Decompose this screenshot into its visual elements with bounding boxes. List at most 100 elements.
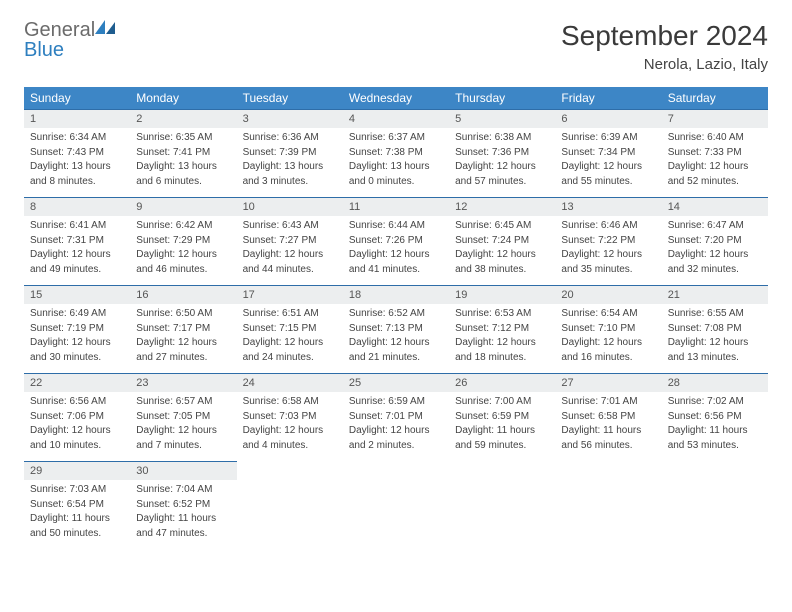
day-dl2: and 53 minutes. — [668, 439, 762, 453]
day-content-row: Sunrise: 7:03 AMSunset: 6:54 PMDaylight:… — [24, 480, 768, 549]
day-ss: Sunset: 7:20 PM — [668, 234, 762, 248]
day-number-cell: 22 — [24, 374, 130, 393]
day-number-cell: 4 — [343, 110, 449, 129]
day-dl2: and 24 minutes. — [243, 351, 337, 365]
day-number-cell: 14 — [662, 198, 768, 217]
day-number-row: 891011121314 — [24, 198, 768, 217]
day-ss: Sunset: 7:01 PM — [349, 410, 443, 424]
day-content-cell: Sunrise: 6:57 AMSunset: 7:05 PMDaylight:… — [130, 392, 236, 462]
day-content-cell: Sunrise: 7:02 AMSunset: 6:56 PMDaylight:… — [662, 392, 768, 462]
day-ss: Sunset: 7:31 PM — [30, 234, 124, 248]
day-dl1: Daylight: 11 hours — [668, 424, 762, 438]
day-number-cell: 24 — [237, 374, 343, 393]
day-dl2: and 10 minutes. — [30, 439, 124, 453]
day-sr: Sunrise: 6:37 AM — [349, 131, 443, 145]
day-ss: Sunset: 7:38 PM — [349, 146, 443, 160]
weekday-header: Sunday — [24, 87, 130, 110]
day-ss: Sunset: 6:59 PM — [455, 410, 549, 424]
day-dl1: Daylight: 13 hours — [136, 160, 230, 174]
day-dl1: Daylight: 12 hours — [668, 160, 762, 174]
day-content-cell: Sunrise: 6:58 AMSunset: 7:03 PMDaylight:… — [237, 392, 343, 462]
day-ss: Sunset: 7:34 PM — [561, 146, 655, 160]
day-dl1: Daylight: 13 hours — [349, 160, 443, 174]
weekday-header: Wednesday — [343, 87, 449, 110]
day-dl1: Daylight: 12 hours — [668, 248, 762, 262]
day-number-cell: 18 — [343, 286, 449, 305]
day-sr: Sunrise: 6:42 AM — [136, 219, 230, 233]
day-dl2: and 27 minutes. — [136, 351, 230, 365]
day-dl1: Daylight: 12 hours — [455, 336, 549, 350]
day-ss: Sunset: 7:26 PM — [349, 234, 443, 248]
day-sr: Sunrise: 6:35 AM — [136, 131, 230, 145]
day-content-cell: Sunrise: 6:50 AMSunset: 7:17 PMDaylight:… — [130, 304, 236, 374]
day-sr: Sunrise: 6:55 AM — [668, 307, 762, 321]
day-sr: Sunrise: 7:04 AM — [136, 483, 230, 497]
day-number-cell: 10 — [237, 198, 343, 217]
day-content-cell: Sunrise: 6:37 AMSunset: 7:38 PMDaylight:… — [343, 128, 449, 198]
day-content-cell: Sunrise: 6:54 AMSunset: 7:10 PMDaylight:… — [555, 304, 661, 374]
day-sr: Sunrise: 6:47 AM — [668, 219, 762, 233]
day-number-cell: 15 — [24, 286, 130, 305]
day-dl1: Daylight: 12 hours — [455, 160, 549, 174]
day-number-cell — [343, 462, 449, 481]
day-ss: Sunset: 7:06 PM — [30, 410, 124, 424]
day-number-cell — [237, 462, 343, 481]
day-sr: Sunrise: 6:38 AM — [455, 131, 549, 145]
day-sr: Sunrise: 6:50 AM — [136, 307, 230, 321]
day-dl1: Daylight: 12 hours — [243, 424, 337, 438]
day-dl2: and 7 minutes. — [136, 439, 230, 453]
day-content-row: Sunrise: 6:34 AMSunset: 7:43 PMDaylight:… — [24, 128, 768, 198]
day-number-cell: 3 — [237, 110, 343, 129]
day-dl1: Daylight: 12 hours — [30, 424, 124, 438]
calendar-table: Sunday Monday Tuesday Wednesday Thursday… — [24, 87, 768, 549]
day-dl1: Daylight: 12 hours — [349, 336, 443, 350]
day-content-cell — [449, 480, 555, 549]
day-number-cell: 8 — [24, 198, 130, 217]
day-dl1: Daylight: 13 hours — [30, 160, 124, 174]
day-ss: Sunset: 7:17 PM — [136, 322, 230, 336]
day-dl2: and 13 minutes. — [668, 351, 762, 365]
day-ss: Sunset: 7:13 PM — [349, 322, 443, 336]
day-number-cell: 29 — [24, 462, 130, 481]
day-number-cell: 7 — [662, 110, 768, 129]
day-sr: Sunrise: 6:57 AM — [136, 395, 230, 409]
day-content-cell: Sunrise: 6:59 AMSunset: 7:01 PMDaylight:… — [343, 392, 449, 462]
day-ss: Sunset: 7:27 PM — [243, 234, 337, 248]
day-dl1: Daylight: 11 hours — [561, 424, 655, 438]
day-dl2: and 32 minutes. — [668, 263, 762, 277]
day-content-cell: Sunrise: 6:55 AMSunset: 7:08 PMDaylight:… — [662, 304, 768, 374]
logo-text-gray: General — [24, 19, 95, 41]
day-number-cell: 27 — [555, 374, 661, 393]
day-dl1: Daylight: 12 hours — [136, 336, 230, 350]
day-number-cell: 28 — [662, 374, 768, 393]
day-dl2: and 8 minutes. — [30, 175, 124, 189]
day-sr: Sunrise: 6:58 AM — [243, 395, 337, 409]
day-sr: Sunrise: 6:45 AM — [455, 219, 549, 233]
day-sr: Sunrise: 6:56 AM — [30, 395, 124, 409]
day-ss: Sunset: 6:52 PM — [136, 498, 230, 512]
day-dl1: Daylight: 11 hours — [455, 424, 549, 438]
day-number-cell: 19 — [449, 286, 555, 305]
day-ss: Sunset: 7:43 PM — [30, 146, 124, 160]
day-dl2: and 18 minutes. — [455, 351, 549, 365]
day-ss: Sunset: 7:08 PM — [668, 322, 762, 336]
logo: General Blue — [24, 20, 117, 60]
day-number-cell: 11 — [343, 198, 449, 217]
day-dl2: and 52 minutes. — [668, 175, 762, 189]
weekday-header: Friday — [555, 87, 661, 110]
header: General Blue September 2024 Nerola, Lazi… — [24, 20, 768, 73]
day-content-cell: Sunrise: 6:35 AMSunset: 7:41 PMDaylight:… — [130, 128, 236, 198]
day-sr: Sunrise: 7:00 AM — [455, 395, 549, 409]
day-number-row: 22232425262728 — [24, 374, 768, 393]
day-ss: Sunset: 7:12 PM — [455, 322, 549, 336]
day-number-cell: 13 — [555, 198, 661, 217]
day-dl2: and 35 minutes. — [561, 263, 655, 277]
weekday-header: Tuesday — [237, 87, 343, 110]
day-dl2: and 46 minutes. — [136, 263, 230, 277]
day-sr: Sunrise: 7:02 AM — [668, 395, 762, 409]
day-content-cell: Sunrise: 6:36 AMSunset: 7:39 PMDaylight:… — [237, 128, 343, 198]
day-dl1: Daylight: 12 hours — [561, 248, 655, 262]
weekday-header-row: Sunday Monday Tuesday Wednesday Thursday… — [24, 87, 768, 110]
day-ss: Sunset: 7:10 PM — [561, 322, 655, 336]
day-dl1: Daylight: 12 hours — [30, 336, 124, 350]
